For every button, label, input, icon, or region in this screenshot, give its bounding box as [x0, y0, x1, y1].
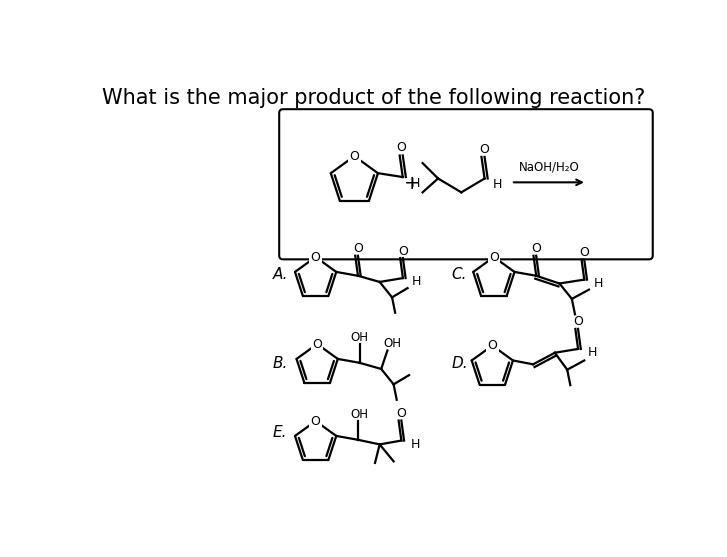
Text: O: O	[350, 150, 359, 163]
Text: NaOH/H₂O: NaOH/H₂O	[518, 160, 579, 173]
Text: O: O	[479, 143, 489, 156]
Text: H: H	[492, 178, 502, 191]
Text: What is the major product of the following reaction?: What is the major product of the followi…	[103, 89, 646, 109]
Text: OH: OH	[383, 337, 401, 350]
Text: E.: E.	[273, 425, 287, 440]
FancyBboxPatch shape	[279, 109, 653, 260]
Text: C.: C.	[451, 267, 467, 282]
Text: O: O	[579, 246, 589, 259]
Text: O: O	[353, 242, 363, 255]
Text: H: H	[412, 276, 422, 289]
Text: O: O	[312, 338, 322, 350]
Text: H: H	[411, 438, 420, 451]
Text: OH: OH	[350, 408, 369, 421]
Text: OH: OH	[350, 331, 369, 344]
Text: O: O	[396, 407, 406, 420]
Text: H: H	[411, 177, 420, 190]
Text: O: O	[398, 245, 408, 258]
Text: O: O	[310, 251, 321, 263]
Text: B.: B.	[273, 356, 289, 371]
Text: H: H	[587, 346, 597, 359]
Text: A.: A.	[273, 267, 289, 282]
Text: O: O	[310, 414, 321, 428]
Text: H: H	[593, 277, 603, 290]
Text: O: O	[487, 339, 497, 352]
Text: O: O	[396, 141, 406, 154]
Text: O: O	[531, 242, 541, 255]
Text: +: +	[404, 174, 421, 193]
Text: O: O	[489, 251, 499, 263]
Text: O: O	[573, 315, 583, 329]
Text: D.: D.	[451, 356, 468, 371]
